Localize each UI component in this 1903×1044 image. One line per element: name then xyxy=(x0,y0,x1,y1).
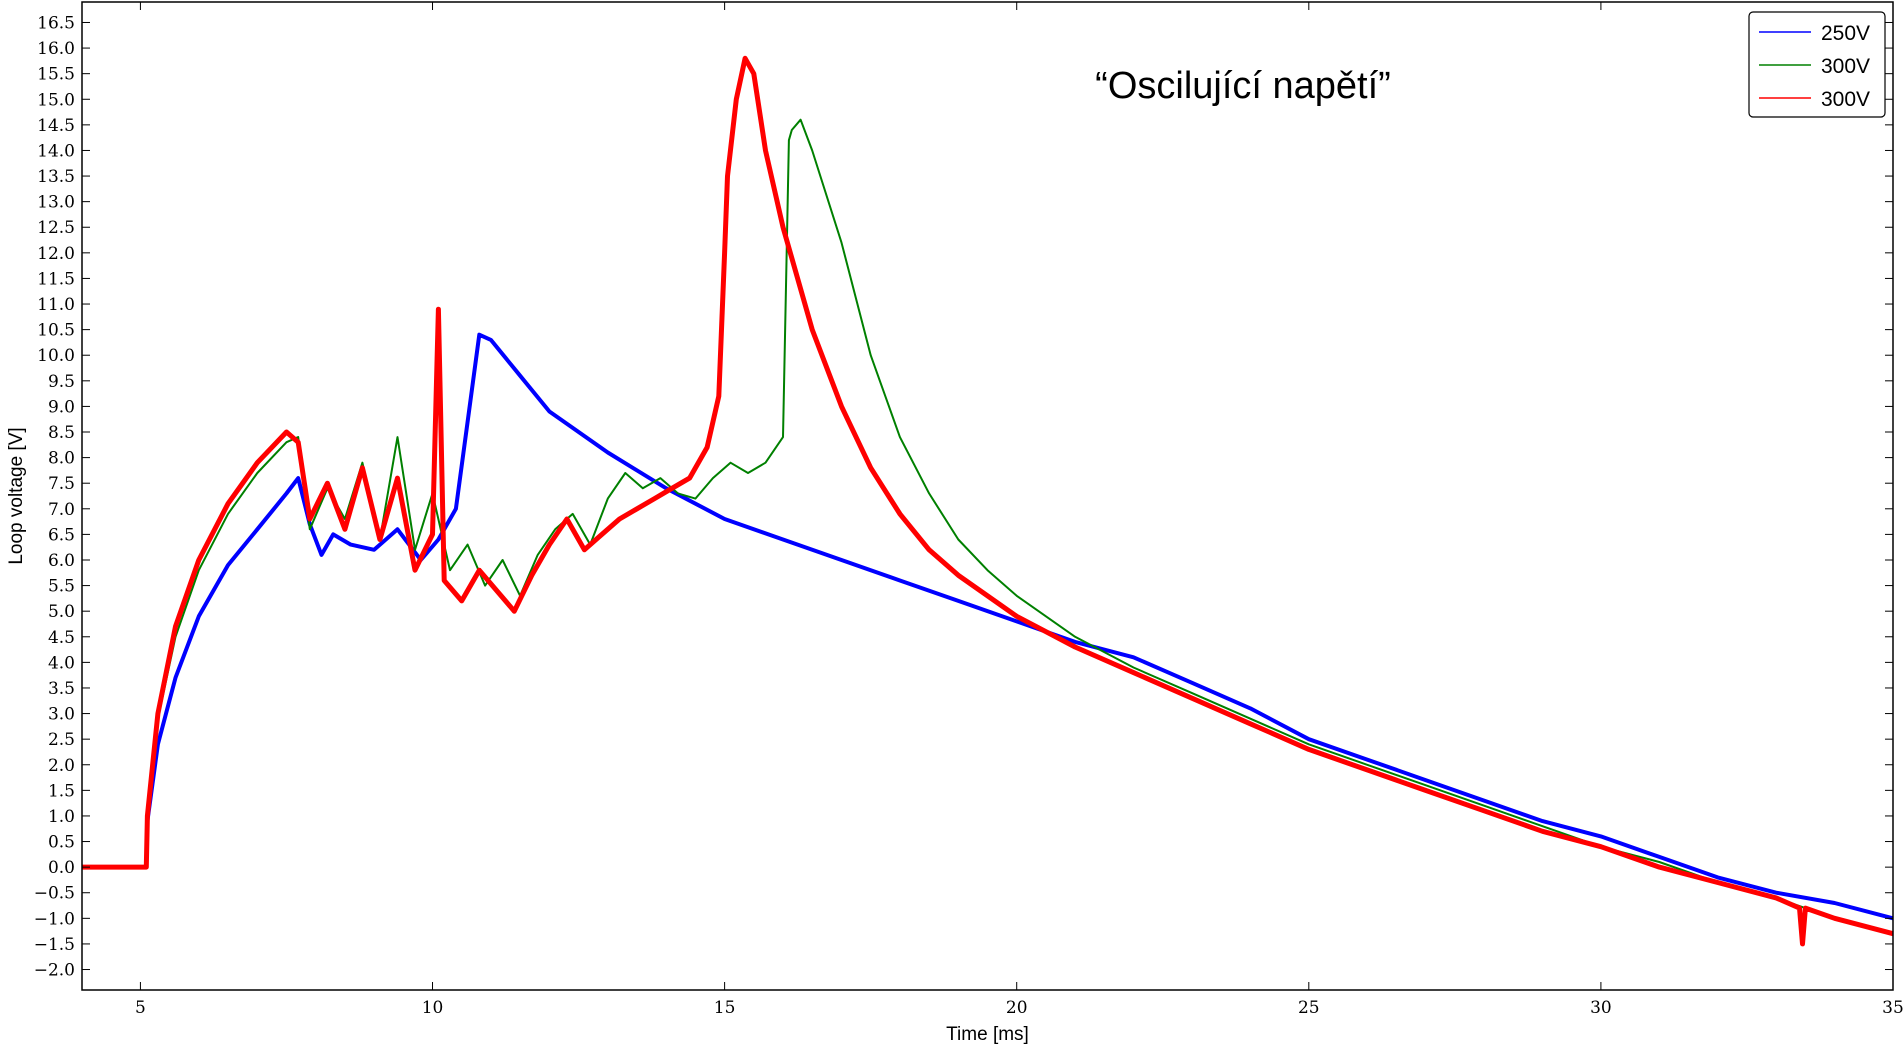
x-tick-label: 35 xyxy=(1882,998,1903,1018)
y-tick-label: 2.5 xyxy=(48,730,75,750)
y-tick-label: 15.0 xyxy=(37,90,75,110)
chart-annotation: “Oscilující napětí” xyxy=(1095,65,1391,107)
y-tick-label: 10.5 xyxy=(37,321,75,341)
legend-box xyxy=(1748,11,1886,118)
series-line-2 xyxy=(82,55,1894,947)
y-tick-label: 5.0 xyxy=(48,602,75,622)
legend: 250V 300V 300V xyxy=(1748,11,1886,118)
series-line-0 xyxy=(82,332,1894,921)
y-tick-label: 4.0 xyxy=(48,653,75,673)
y-tick-label: 13.0 xyxy=(37,193,75,213)
x-tick-label: 25 xyxy=(1298,998,1320,1018)
y-tick-label: 10.0 xyxy=(37,346,75,366)
y-tick-label: 9.0 xyxy=(48,397,75,417)
y-tick-label: 4.5 xyxy=(48,628,75,648)
y-tick-label: 0.5 xyxy=(48,833,75,853)
y-tick-label: 7.5 xyxy=(48,474,75,494)
y-tick-label: 0.0 xyxy=(48,858,75,878)
ticks-layer: 5 10 15 20 25 30 35 −2.0 −1.5 −1.0 −0.5 0.0 0.5 1.0 1.… xyxy=(34,2,1903,1018)
y-tick-label: −1.5 xyxy=(34,935,75,955)
y-tick-label: 14.5 xyxy=(37,116,75,136)
y-tick-label: 15.5 xyxy=(37,65,75,85)
x-axis-label: Time [ms] xyxy=(946,1024,1029,1044)
y-tick-label: 11.5 xyxy=(37,269,75,289)
y-tick-label: 8.0 xyxy=(48,449,75,469)
y-tick-label: 1.5 xyxy=(48,781,75,801)
y-tick-label: 12.0 xyxy=(37,244,75,264)
y-tick-label: 14.0 xyxy=(37,141,75,161)
y-tick-label: 2.0 xyxy=(48,756,75,776)
series-line-1 xyxy=(82,118,1894,935)
plot-frame xyxy=(81,1,1894,991)
y-tick-label: 6.0 xyxy=(48,551,75,571)
y-tick-label: −2.0 xyxy=(34,961,75,981)
x-tick-label: 20 xyxy=(1006,998,1028,1018)
y-tick-label: −1.0 xyxy=(34,909,75,929)
x-tick-label: 30 xyxy=(1590,998,1612,1018)
x-tick-label: 15 xyxy=(714,998,736,1018)
y-tick-label: 3.0 xyxy=(48,705,75,725)
y-tick-label: 8.5 xyxy=(48,423,75,443)
y-tick-label: 7.0 xyxy=(48,500,75,520)
y-tick-label: 13.5 xyxy=(37,167,75,187)
y-tick-label: 5.5 xyxy=(48,577,75,597)
legend-label-300v-green: 300V xyxy=(1821,55,1870,78)
y-tick-label: 16.0 xyxy=(37,39,75,59)
y-tick-label: 6.5 xyxy=(48,525,75,545)
y-tick-label: −0.5 xyxy=(34,884,75,904)
y-axis-label: Loop voltage [V] xyxy=(6,427,27,564)
y-tick-label: 9.5 xyxy=(48,372,75,392)
legend-label-250v: 250V xyxy=(1821,22,1870,45)
series-layer xyxy=(82,55,1894,947)
x-tick-label: 5 xyxy=(135,998,146,1018)
y-tick-label: 12.5 xyxy=(37,218,75,238)
x-tick-label: 10 xyxy=(422,998,444,1018)
y-tick-label: 16.5 xyxy=(37,13,75,33)
y-tick-label: 1.0 xyxy=(48,807,75,827)
y-tick-label: 11.0 xyxy=(37,295,75,315)
legend-label-300v-red: 300V xyxy=(1821,88,1870,111)
y-tick-label: 3.5 xyxy=(48,679,75,699)
